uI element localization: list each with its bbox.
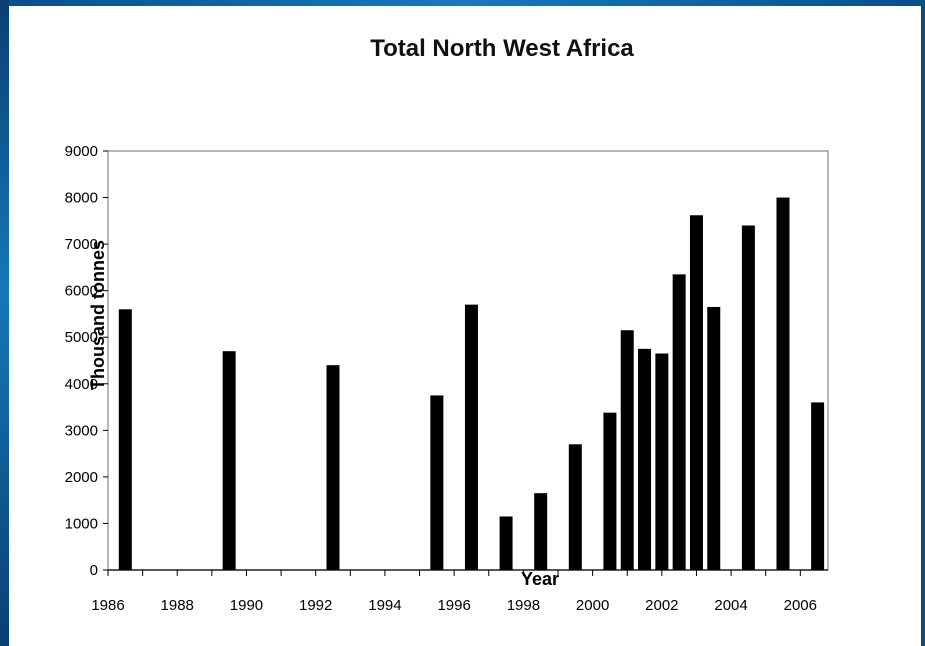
y-axis-title: Thousand tonnes — [88, 240, 108, 390]
x-tick-label: 1992 — [299, 597, 332, 614]
x-tick-label: 2000 — [576, 597, 609, 614]
bar-8 — [603, 412, 617, 570]
y-tick-label: 1000 — [65, 515, 98, 532]
y-tick-label: 6000 — [65, 283, 98, 300]
x-tick-label: 1994 — [368, 597, 401, 614]
y-tick-label: 4000 — [65, 376, 98, 393]
bar-13 — [689, 215, 703, 570]
bar-14 — [707, 306, 721, 570]
x-tick-label: 1986 — [91, 597, 124, 614]
bar-12 — [672, 274, 686, 570]
bar-4 — [464, 304, 478, 570]
y-tick-label: 0 — [90, 562, 98, 579]
bar-3 — [430, 395, 444, 570]
y-tick-label: 7000 — [65, 236, 98, 253]
bar-17 — [811, 402, 825, 570]
bar-1 — [222, 351, 236, 570]
slide-border-right — [921, 0, 925, 646]
plot-area: 0 1000 2000 3000 4000 5000 6000 7000 8000 9000 19… — [65, 143, 829, 614]
y-tick-label: 3000 — [65, 422, 98, 439]
bar-5 — [499, 516, 513, 570]
bar-7 — [568, 444, 582, 570]
x-tick-label: 2002 — [645, 597, 678, 614]
bar-2 — [326, 365, 340, 570]
x-tick-label: 2006 — [784, 597, 817, 614]
bars-group — [118, 197, 825, 571]
bar-6 — [534, 493, 548, 570]
x-tick-label: 2004 — [714, 597, 747, 614]
y-axis: 0 1000 2000 3000 4000 5000 6000 7000 8000 9000 — [65, 143, 108, 579]
x-axis-title: Year — [521, 569, 559, 589]
x-tick-label: 1996 — [437, 597, 470, 614]
x-axis: 1986 1988 1990 1992 1994 1996 1998 2000 2002 2004… — [91, 569, 828, 614]
chart-title: Total North West Africa — [370, 35, 634, 62]
bar-10 — [638, 348, 652, 570]
bar-9 — [620, 330, 634, 570]
slide-border-left — [0, 0, 9, 646]
bar-11 — [655, 353, 669, 570]
bar-0 — [118, 309, 132, 570]
bar-16 — [776, 197, 790, 571]
y-tick-label: 5000 — [65, 329, 98, 346]
bar-15 — [741, 225, 755, 570]
y-tick-label: 8000 — [65, 190, 98, 207]
y-tick-label: 9000 — [65, 143, 98, 160]
y-tick-label: 2000 — [65, 469, 98, 486]
x-tick-label: 1990 — [230, 597, 263, 614]
x-tick-label: 1998 — [507, 597, 540, 614]
slide-border-top — [0, 0, 925, 6]
x-tick-label: 1988 — [161, 597, 194, 614]
